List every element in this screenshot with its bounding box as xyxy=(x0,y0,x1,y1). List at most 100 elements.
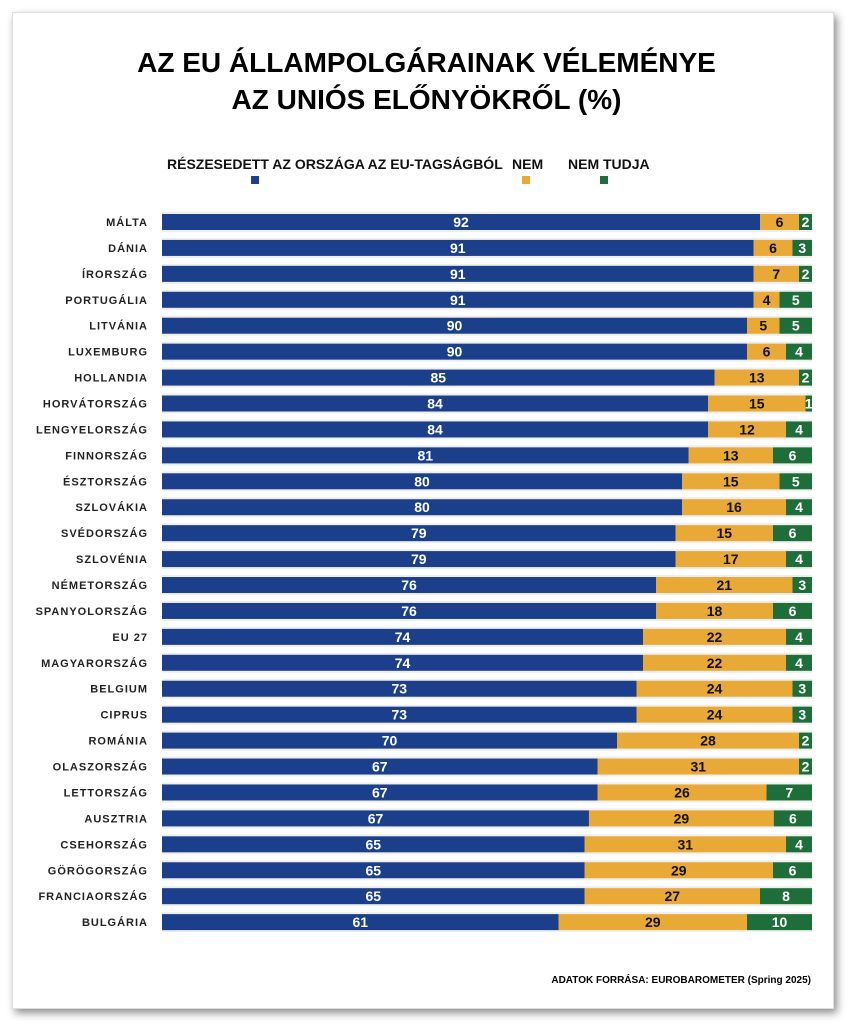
bar-segment-no xyxy=(675,551,786,568)
bar-segment-yes xyxy=(162,369,715,386)
bar-segment-dont-know xyxy=(779,473,812,490)
data-label: 12 xyxy=(739,421,755,437)
category-label: SPANYOLORSZÁG xyxy=(36,605,148,618)
bar-segment-dont-know xyxy=(779,291,812,308)
legend-label-yes: RÉSZESEDETT AZ ORSZÁGA AZ EU-TAGSÁGBÓL xyxy=(167,156,503,172)
data-label: 6 xyxy=(789,447,797,463)
data-label: 76 xyxy=(401,577,417,593)
data-label: 4 xyxy=(795,836,803,852)
data-label: 18 xyxy=(707,603,723,619)
data-label: 80 xyxy=(414,499,430,515)
data-label: 29 xyxy=(645,914,661,930)
bar-segment-yes xyxy=(162,291,754,308)
category-label: LUXEMBURG xyxy=(68,347,148,359)
category-label: FINNORSZÁG xyxy=(65,449,148,462)
legend-label-dont-know: NEM TUDJA xyxy=(568,156,650,172)
bar-segment-dont-know xyxy=(786,499,812,516)
data-label: 4 xyxy=(795,629,803,645)
data-label: 79 xyxy=(411,551,427,567)
data-label: 22 xyxy=(707,655,723,671)
legend-swatch-dont-know xyxy=(600,176,608,184)
bar-segment-yes xyxy=(162,706,637,723)
data-label: 29 xyxy=(671,862,687,878)
bar-segment-yes xyxy=(162,862,585,879)
data-label: 13 xyxy=(723,447,739,463)
bar-segment-yes xyxy=(162,602,656,619)
data-label: 74 xyxy=(395,629,411,645)
data-label: 6 xyxy=(789,810,797,826)
data-label: 17 xyxy=(723,551,739,567)
bar-segment-no xyxy=(597,758,799,775)
data-label: 2 xyxy=(802,759,810,775)
legend-label-no: NEM xyxy=(512,156,544,172)
category-label: EU 27 xyxy=(112,632,148,644)
data-label: 2 xyxy=(802,733,810,749)
chart-title: AZ EU ÁLLAMPOLGÁRAINAK VÉLEMÉNYE AZ UNIÓ… xyxy=(0,44,853,118)
data-label: 79 xyxy=(411,525,427,541)
data-label: 27 xyxy=(664,888,680,904)
data-label: 2 xyxy=(802,370,810,386)
bar-segment-no xyxy=(753,239,793,256)
bar-segment-no xyxy=(636,706,793,723)
bar-segment-yes xyxy=(162,525,676,542)
bar-segment-no xyxy=(636,680,793,697)
data-label: 28 xyxy=(700,733,716,749)
title-line-1: AZ EU ÁLLAMPOLGÁRAINAK VÉLEMÉNYE xyxy=(137,47,716,78)
data-label: 76 xyxy=(401,603,417,619)
bar-segment-no xyxy=(643,628,786,645)
data-label: 67 xyxy=(372,759,388,775)
bar-segment-dont-know xyxy=(786,836,812,853)
data-label: 13 xyxy=(749,370,765,386)
bar-segment-dont-know xyxy=(792,680,812,697)
data-label: 26 xyxy=(674,784,690,800)
bar-segment-yes xyxy=(162,395,708,412)
bar-segment-no xyxy=(584,862,773,879)
bar-segment-no xyxy=(682,499,786,516)
data-label: 6 xyxy=(789,525,797,541)
data-label: 3 xyxy=(798,707,806,723)
data-label: 81 xyxy=(417,447,433,463)
category-label: LETTORSZÁG xyxy=(64,786,148,799)
data-label: 22 xyxy=(707,629,723,645)
bar-segment-dont-know xyxy=(773,810,812,827)
bar-segment-no xyxy=(584,836,786,853)
bar-segment-yes xyxy=(162,784,598,801)
bar-segment-no xyxy=(747,317,780,334)
data-label: 3 xyxy=(798,240,806,256)
data-label: 91 xyxy=(450,292,466,308)
data-label: 4 xyxy=(795,344,803,360)
bar-segment-yes xyxy=(162,421,708,438)
data-label: 5 xyxy=(792,473,800,489)
bar-segment-no xyxy=(714,369,799,386)
bar-segment-dont-know xyxy=(799,758,812,775)
bar-segment-dont-know xyxy=(792,706,812,723)
category-label: BULGÁRIA xyxy=(82,916,148,929)
data-label: 6 xyxy=(763,344,771,360)
bar-segment-dont-know xyxy=(773,447,812,464)
category-label: GÖRÖGORSZÁG xyxy=(48,864,148,877)
bar-segment-dont-know xyxy=(799,732,812,749)
bar-segment-no xyxy=(643,654,786,671)
category-label: ROMÁNIA xyxy=(88,735,148,748)
category-label: CIPRUS xyxy=(100,710,148,722)
bar-segment-dont-know xyxy=(766,784,812,801)
bar-segment-yes xyxy=(162,265,754,282)
bar-segment-no xyxy=(656,602,773,619)
bar-segment-no xyxy=(675,525,773,542)
category-label: SZLOVÁKIA xyxy=(75,501,148,514)
bar-segment-dont-know xyxy=(805,395,812,412)
category-label: MÁLTA xyxy=(106,216,148,229)
data-label: 4 xyxy=(795,421,803,437)
legend-swatch-no xyxy=(522,176,530,184)
data-label: 2 xyxy=(802,214,810,230)
data-label: 3 xyxy=(798,681,806,697)
data-label: 91 xyxy=(450,240,466,256)
data-label: 73 xyxy=(391,707,407,723)
category-label: OLASZORSZÁG xyxy=(53,761,148,774)
bar-segment-no xyxy=(708,421,786,438)
data-label: 91 xyxy=(450,266,466,282)
data-label: 90 xyxy=(447,344,463,360)
bar-segment-dont-know xyxy=(779,317,812,334)
data-label: 7 xyxy=(785,784,793,800)
data-label: 4 xyxy=(795,655,803,671)
